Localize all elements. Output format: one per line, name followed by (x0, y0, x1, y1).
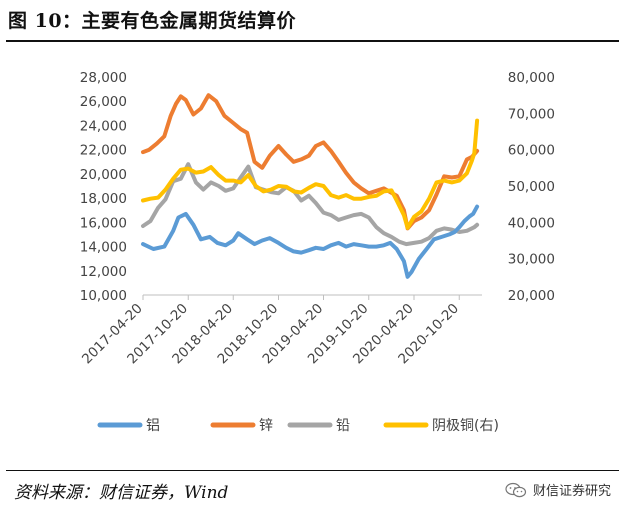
left-y-tick-label: 18,000 (80, 191, 127, 207)
series-line-0 (141, 204, 480, 279)
legend-label-3: 阴极铜(右) (432, 418, 499, 434)
left-y-tick-label: 10,000 (80, 288, 127, 304)
series-line-1 (141, 93, 480, 231)
left-y-tick-label: 24,000 (80, 118, 127, 134)
source-rule (6, 470, 619, 471)
series-line-2 (141, 162, 480, 247)
left-y-tick-label: 28,000 (80, 70, 127, 86)
right-y-tick-label: 60,000 (508, 143, 555, 159)
left-axis-ticks: 10,000 12,000 14,000 16,000 18,000 20,000 22,0… (80, 70, 127, 304)
right-y-tick-label: 40,000 (508, 215, 555, 231)
left-y-tick-label: 12,000 (80, 264, 127, 280)
x-axis-ticks: 2017-04-202017-10-202018-04-202018-10-20… (79, 295, 462, 367)
watermark: 财信证券研究 (505, 480, 611, 499)
right-y-tick-label: 20,000 (508, 288, 555, 304)
legend-label-0: 铝 (146, 418, 160, 434)
right-axis-ticks: 20,000 30,000 40,000 50,000 60,000 70,000 80,0… (508, 70, 555, 304)
right-y-tick-label: 50,000 (508, 179, 555, 195)
series-line-3 (141, 118, 480, 230)
right-y-tick-label: 80,000 (508, 70, 555, 86)
figure-title: 图 10：主要有色金属期货结算价 (8, 10, 297, 32)
legend: 铝 锌 铅 阴极铜(右) (97, 418, 499, 434)
left-y-tick-label: 14,000 (80, 240, 127, 256)
legend-label-2: 铅 (336, 418, 350, 434)
right-y-tick-label: 30,000 (508, 252, 555, 268)
wechat-icon (505, 482, 527, 497)
series-layer (141, 93, 480, 279)
left-y-tick-label: 26,000 (80, 94, 127, 110)
line-chart: 10,000 12,000 14,000 16,000 18,000 20,000 22,0… (79, 70, 555, 434)
watermark-text: 财信证券研究 (532, 484, 611, 499)
left-y-tick-label: 16,000 (80, 215, 127, 231)
right-y-tick-label: 70,000 (508, 106, 555, 122)
legend-label-1: 锌 (259, 418, 273, 434)
left-y-tick-label: 20,000 (80, 167, 127, 183)
source-note: 资料来源：财信证券，Wind (14, 483, 229, 503)
title-rule (6, 40, 619, 42)
left-y-tick-label: 22,000 (80, 143, 127, 159)
